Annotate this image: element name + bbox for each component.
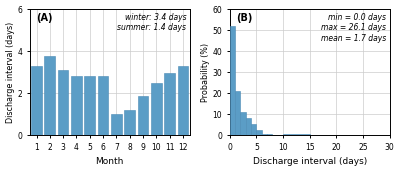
Text: (A): (A) (36, 13, 53, 23)
Bar (267, 134, 272, 135)
Y-axis label: Discharge interval (days): Discharge interval (days) (6, 22, 14, 123)
Bar (138, 96, 148, 135)
X-axis label: Month: Month (96, 157, 124, 166)
Bar (235, 91, 240, 135)
Text: (B): (B) (236, 13, 253, 23)
Bar (283, 134, 310, 135)
Bar (44, 56, 55, 135)
Bar (151, 83, 162, 135)
Bar (246, 119, 251, 135)
Bar (84, 76, 95, 135)
Bar (251, 124, 256, 135)
Text: min = 0.0 days
max = 26.1 days
mean = 1.7 days: min = 0.0 days max = 26.1 days mean = 1.… (321, 13, 386, 43)
Bar (111, 114, 122, 135)
Bar (256, 130, 262, 135)
Bar (230, 26, 235, 135)
Bar (164, 73, 175, 135)
Text: winter: 3.4 days
summer: 1.4 days: winter: 3.4 days summer: 1.4 days (117, 13, 186, 32)
Y-axis label: Probability (%): Probability (%) (201, 43, 210, 102)
Bar (98, 76, 108, 135)
Bar (240, 112, 246, 135)
Bar (124, 110, 135, 135)
X-axis label: Discharge interval (days): Discharge interval (days) (252, 157, 367, 166)
Bar (31, 66, 42, 135)
Bar (262, 134, 267, 135)
Bar (58, 70, 68, 135)
Bar (71, 76, 82, 135)
Bar (178, 66, 188, 135)
